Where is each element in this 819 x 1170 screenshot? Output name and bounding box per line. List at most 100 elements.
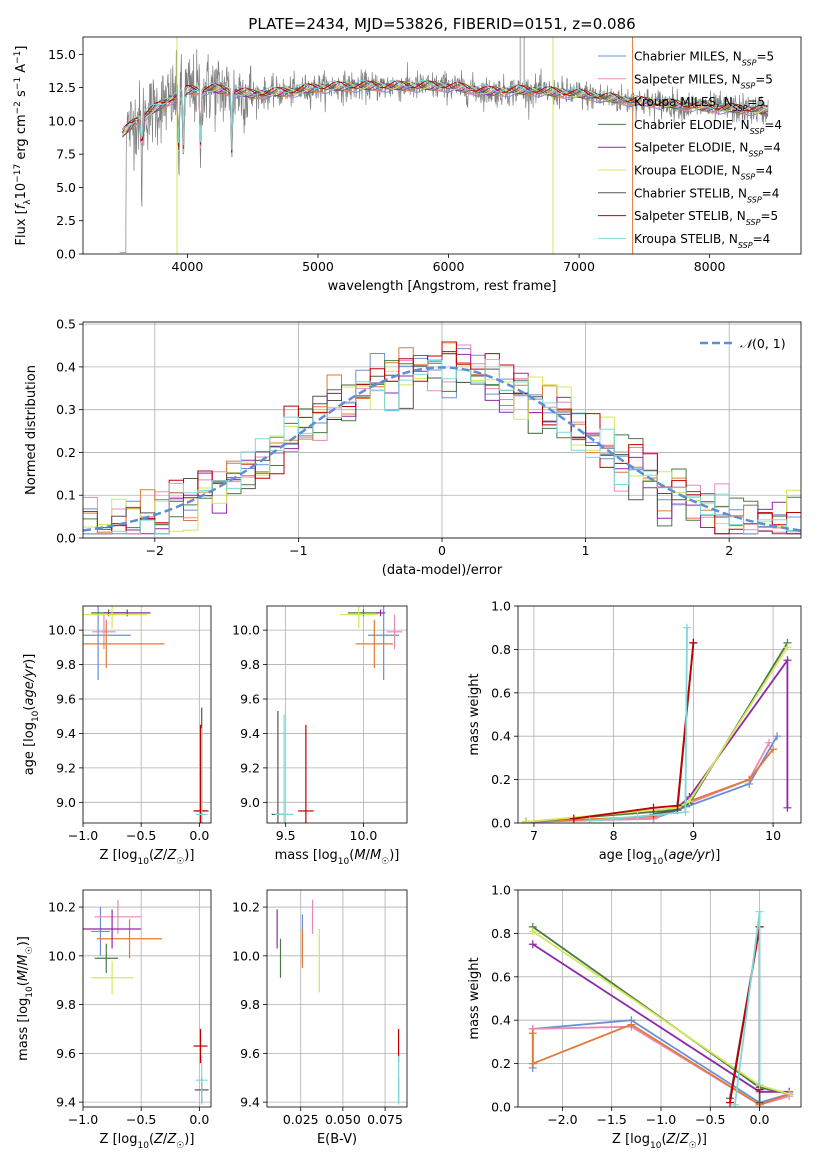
label-part: SSP [741, 172, 756, 181]
label-part: M [354, 848, 365, 863]
label-part: )] [710, 848, 720, 863]
label-part: Z [666, 1132, 677, 1147]
weight-marker [783, 643, 792, 652]
axes-frame [82, 321, 802, 539]
y-axis-label: Flux [fλ10−17 erg cm−2 s−1 A−1] [13, 46, 33, 246]
label-part: A [14, 64, 29, 77]
x-tick-label: 4000 [172, 259, 204, 274]
model-spectrum-kroupa-elodie [121, 81, 768, 153]
label-part: erg cm [14, 114, 29, 163]
label-part: ( [663, 848, 668, 863]
y-tick-label: 5.0 [56, 180, 76, 195]
y-tick-label: 9.0 [56, 795, 76, 810]
label-part: Kroupa MILES, N [634, 95, 733, 109]
x-tick-label: 7000 [563, 259, 595, 274]
weight-marker [681, 808, 690, 817]
axes-frame [82, 889, 212, 1108]
residual-hist-kroupa-stelib [83, 359, 801, 535]
label-part: / [163, 1132, 168, 1147]
y-tick-label: 15.0 [48, 47, 76, 62]
y-tick-label: 0.6 [491, 685, 511, 700]
weight-marker [769, 745, 778, 754]
chart-age_vs_Z: −1.0 −0.5 0.09.09.29.49.69.810.0Z [log10(Z… [22, 605, 212, 867]
y-tick-label: 0.4 [491, 729, 511, 744]
y-tick-label: 9.8 [56, 997, 76, 1012]
weight-marker [528, 1059, 537, 1068]
y-tick-label: 9.8 [240, 657, 260, 672]
y-tick-label: 9.8 [56, 657, 76, 672]
weight-marker [773, 732, 782, 741]
label-part: age [log [599, 848, 652, 863]
weight-line-chabrier-miles [525, 735, 778, 823]
plot-area-massweight_vs_Z [528, 907, 794, 1107]
x-tick-label: −0.5 [695, 1112, 725, 1127]
weight-marker [755, 907, 764, 916]
label-part: ( [349, 848, 354, 863]
label-part: Z [log [612, 1132, 650, 1147]
chart-residuals: −2 −1 0 1 2 0.0 0.1 0.2 0.3 0.4 0.5 (data-model)/er… [24, 317, 802, 578]
x-tick-label: 1 [582, 543, 590, 558]
y-axis-label: Normed distribution [24, 365, 39, 495]
x-tick-label: −1.0 [646, 1112, 676, 1127]
x-tick-label: 6000 [433, 259, 465, 274]
y-tick-label: 2.5 [56, 213, 76, 228]
legend-label: Salpeter ELODIE, NSSP=4 [634, 141, 781, 159]
plots-group: 4000 5000 6000 7000 80000.02.55.07.510.012.5… [13, 36, 802, 1151]
y-tick-label: 12.5 [48, 80, 76, 95]
weight-marker [673, 801, 682, 810]
label-part: 10 [338, 857, 350, 867]
y-tick-label: 0.0 [56, 531, 76, 546]
model-spectrum-salpeter-stelib [121, 80, 768, 153]
label-part: Flux [ [14, 209, 29, 245]
label-part: Chabrier STELIB, N [634, 186, 747, 200]
y-tick-label: 9.4 [240, 726, 260, 741]
data-spectrum-line [119, 49, 769, 254]
label-part: Chabrier ELODIE, N [634, 118, 750, 132]
label-part: SSP [733, 104, 748, 113]
legend-label-gaussian: 𝒩(0, 1) [740, 336, 786, 351]
x-tick-label: −1 [289, 543, 307, 558]
x-tick-label: 8 [610, 828, 618, 843]
weight-line-salpeter-stelib [573, 642, 695, 820]
label-part: / [675, 1132, 680, 1147]
label-part: ☉ [176, 857, 184, 867]
y-tick-label: 9.0 [240, 795, 260, 810]
label-part: =4 [762, 186, 780, 200]
gaussian-curve [83, 366, 801, 532]
x-axis-label: wavelength [Angstrom, rest frame] [328, 279, 557, 294]
label-part: =5 [755, 72, 773, 86]
x-axis-label: Z [log10(Z/Z☉)] [100, 1132, 195, 1151]
y-tick-label: 0.0 [491, 816, 511, 831]
legend-label: Kroupa MILES, NSSP=5 [634, 95, 765, 113]
axes-frame [266, 889, 408, 1108]
chart-spectrum: 4000 5000 6000 7000 8000 0.0 2.5 5.0 7.5 10.0 12.5… [13, 36, 802, 294]
weight-line-salpeter-miles [532, 1025, 790, 1106]
legend-label: Salpeter STELIB, NSSP=5 [634, 209, 778, 227]
x-tick-label: −0.5 [126, 828, 156, 843]
y-tick-label: 9.4 [240, 1095, 260, 1110]
model-spectrum-salpeter-miles [121, 84, 768, 157]
label-part: age [log [22, 722, 37, 775]
axes-frame [266, 605, 408, 824]
y-tick-label: 9.4 [56, 1095, 76, 1110]
weight-line-chabrier-elodie [525, 642, 789, 823]
weight-marker [585, 816, 594, 823]
weight-marker [528, 927, 537, 936]
y-axis-label: age [log10(age/yr)] [22, 654, 41, 776]
label-part: ( [22, 706, 37, 711]
label-part: )] [22, 654, 37, 664]
y-tick-label: 7.5 [56, 147, 76, 162]
x-tick-label: 5000 [302, 259, 334, 274]
y-tick-label: 0.6 [491, 969, 511, 984]
y-tick-label: 1.0 [491, 883, 511, 898]
axes-frame [82, 605, 212, 824]
weight-marker [765, 738, 774, 747]
label-part: Z [679, 1132, 690, 1147]
y-tick-label: 10.0 [48, 948, 76, 963]
label-part: =5 [760, 209, 778, 223]
x-tick-label: −1.0 [68, 1112, 98, 1127]
x-tick-label: 7 [530, 828, 538, 843]
weight-marker [521, 817, 530, 823]
chart-mass_vs_Z: −1.0 −0.5 0.09.49.69.810.010.2Z [log10(Z/Z… [16, 889, 212, 1151]
y-tick-label: 10.0 [232, 948, 260, 963]
